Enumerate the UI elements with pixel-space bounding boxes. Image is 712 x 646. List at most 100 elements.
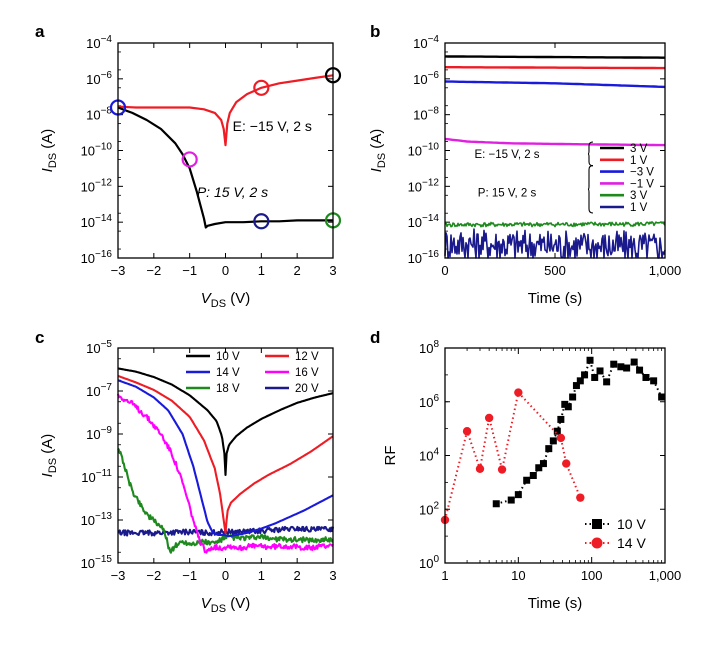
data-point-d-1-8: [576, 493, 585, 502]
panel-a-chart: −3 −2 −1 0 1 2 3 10−16 10−14 10−12 10−10 10−8 10−6 10…: [39, 34, 342, 310]
series-line-d-1: [444, 391, 582, 521]
legend-label-c-2: 14 V: [216, 367, 240, 379]
series-line-c-0: [117, 367, 334, 476]
data-point-d-0-17: [586, 356, 594, 364]
xtick-label-c: 3: [329, 568, 336, 583]
ytick-label-c: 10−15: [81, 554, 113, 571]
xtick-label-c: −3: [111, 568, 126, 583]
ytick-label-c: 10−9: [86, 425, 112, 442]
data-point-d-0-18: [591, 373, 599, 381]
ylabel-a: IDS (A): [39, 129, 59, 173]
data-point-d-0-14: [572, 382, 580, 390]
data-point-d-0-24: [630, 358, 638, 366]
annotation-p-a: P: 15 V, 2 s: [197, 184, 268, 200]
legend-label-c-5: 20 V: [295, 383, 319, 395]
xtick-label-a: −2: [146, 263, 161, 278]
xtick-label-b: 0: [441, 263, 448, 278]
data-point-d-0-10: [557, 415, 565, 423]
xlabel-c: VDS (V): [201, 595, 250, 615]
data-point-d-0-2: [514, 491, 522, 499]
xlabel-d: Time (s): [528, 595, 582, 612]
ytick-label-a: 10−16: [81, 249, 113, 266]
data-point-d-0-26: [642, 373, 650, 381]
series-line-c-3: [116, 393, 334, 554]
legend-label-b-5: 1 V: [630, 202, 648, 214]
data-point-d-0-1: [507, 496, 515, 504]
xlabel-b: Time (s): [528, 290, 582, 307]
panel-c-chart: −3 −2 −1 0 1 2 3 10−15 10−13 10−11 10−9 10−7 10−5 10 …: [39, 339, 337, 615]
ytick-label-b: 10−8: [413, 106, 439, 123]
ytick-label-c: 10−7: [86, 382, 112, 399]
ytick-label-b: 10−14: [408, 213, 440, 230]
ytick-label-b: 10−10: [408, 142, 440, 159]
data-point-d-0-8: [549, 437, 557, 445]
xtick-label-a: −1: [182, 263, 197, 278]
ytick-label-a: 10−4: [86, 34, 112, 51]
xtick-label-b: 1,000: [649, 263, 682, 278]
marker-circle-a-1: [253, 79, 270, 96]
series-line-a-0: [117, 74, 334, 147]
xtick-label-c: 2: [294, 568, 301, 583]
xtick-label-c: −1: [182, 568, 197, 583]
xtick-label-c: 1: [258, 568, 265, 583]
legend-label-c-0: 10 V: [216, 351, 240, 363]
ytick-label-d: 100: [419, 554, 439, 571]
legend-brace-p-b: [587, 165, 594, 214]
legend-label-b-1: 1 V: [630, 155, 648, 167]
series-line-b-1: [445, 66, 665, 70]
series-line-b-0: [444, 55, 665, 59]
ytick-label-a: 10−6: [86, 70, 112, 87]
data-point-d-0-15: [576, 377, 584, 385]
ylabel-d: RF: [382, 446, 399, 466]
data-point-d-0-6: [539, 460, 547, 468]
legend-label-d-0: 10 V: [617, 516, 646, 532]
xtick-label-c: −2: [146, 568, 161, 583]
plot-frame-a: [117, 42, 334, 259]
ytick-label-a: 10−12: [81, 177, 113, 194]
series-line-b-3: [444, 137, 665, 147]
annotation-e-a: E: −15 V, 2 s: [233, 118, 312, 134]
ytick-label-c: 10−5: [86, 339, 112, 356]
ylabel-c: IDS (A): [39, 434, 59, 478]
data-point-d-0-25: [636, 366, 644, 374]
data-point-d-1-6: [556, 433, 566, 443]
data-point-d-1-4: [497, 465, 507, 474]
ytick-label-b: 10−12: [408, 177, 440, 194]
data-point-d-0-23: [623, 364, 631, 372]
xlabel-a: VDS (V): [201, 290, 250, 310]
legend-marker-d-0: [592, 519, 602, 529]
ytick-label-d: 108: [419, 339, 439, 356]
legend-group-e-b: E: −15 V, 2 s: [474, 149, 539, 161]
data-point-d-0-20: [603, 378, 611, 386]
data-point-d-0-16: [581, 371, 589, 379]
marker-circle-a-4: [253, 213, 270, 230]
ytick-label-b: 10−4: [413, 34, 439, 51]
legend-label-c-1: 12 V: [295, 351, 319, 363]
xtick-label-d: 1,000: [649, 568, 682, 583]
xtick-label-d: 1: [441, 568, 448, 583]
data-point-d-0-5: [535, 464, 543, 472]
data-point-d-0-11: [561, 400, 569, 408]
ytick-label-a: 10−14: [81, 213, 113, 230]
series-line-a-1: [117, 106, 333, 229]
data-point-d-1-2: [475, 464, 485, 473]
xtick-label-a: 2: [294, 263, 301, 278]
legend-label-d-1: 14 V: [617, 535, 646, 551]
legend-label-b-4: 3 V: [630, 190, 648, 202]
ytick-label-d: 102: [419, 500, 439, 517]
panel-letter-d: d: [370, 328, 380, 347]
xtick-label-b: 500: [544, 263, 566, 278]
plot-frame-b: [444, 42, 666, 259]
data-point-d-0-22: [617, 363, 625, 371]
data-point-d-0-19: [596, 367, 604, 375]
series-line-b-4: [444, 221, 666, 228]
xtick-label-a: 3: [329, 263, 336, 278]
data-point-d-1-7: [562, 459, 571, 468]
data-point-d-0-12: [564, 403, 572, 411]
data-point-d-0-28: [658, 393, 666, 401]
ytick-label-d: 106: [419, 393, 439, 410]
data-point-d-0-13: [569, 393, 577, 401]
data-point-d-1-3: [484, 413, 494, 423]
data-point-d-0-21: [610, 360, 618, 368]
data-point-d-1-1: [462, 427, 472, 436]
